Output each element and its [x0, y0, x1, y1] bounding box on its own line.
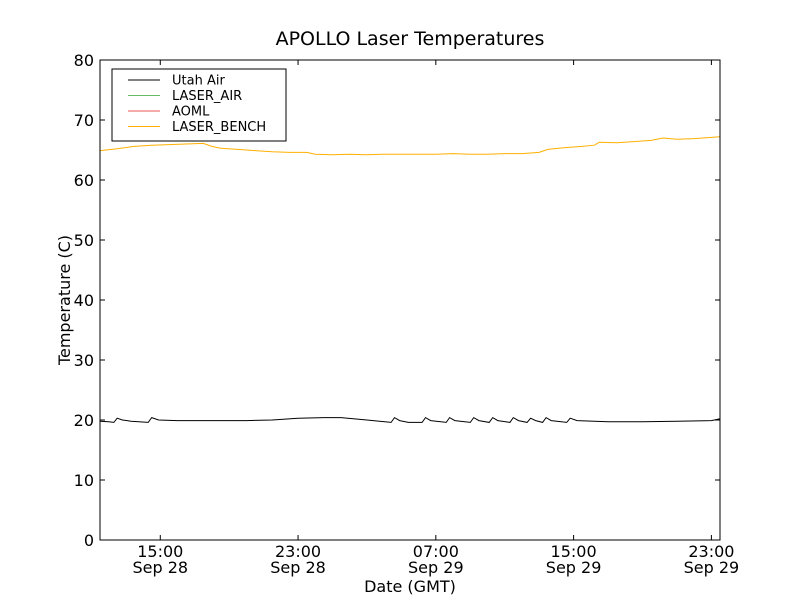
x-tick-label-time: 07:00 — [413, 542, 459, 561]
y-axis-label: Temperature (C) — [55, 235, 74, 366]
y-tick-label: 20 — [74, 411, 94, 430]
y-tick-label: 40 — [74, 291, 94, 310]
x-tick-label-date: Sep 29 — [684, 558, 740, 577]
x-tick-label-date: Sep 29 — [546, 558, 602, 577]
x-axis-label: Date (GMT) — [364, 577, 456, 596]
x-tick-label-date: Sep 28 — [132, 558, 188, 577]
legend-label-aoml: AOML — [172, 105, 210, 120]
x-tick-label-time: 15:00 — [551, 542, 597, 561]
series-line-laser-bench — [99, 136, 721, 156]
legend-label-laser-air: LASER_AIR — [172, 89, 242, 104]
y-tick-label: 50 — [74, 231, 94, 250]
x-tick-label-time: 15:00 — [137, 542, 183, 561]
legend-label-utah-air: Utah Air — [172, 74, 225, 89]
series-layer — [99, 136, 721, 423]
y-tick-label: 70 — [74, 111, 94, 130]
y-tick-label: 10 — [74, 471, 94, 490]
x-tick-label-time: 23:00 — [275, 542, 321, 561]
y-tick-label: 30 — [74, 351, 94, 370]
x-tick-label-date: Sep 28 — [270, 558, 326, 577]
legend-box — [111, 68, 287, 142]
y-tick-label: 80 — [74, 51, 94, 70]
chart-title: APOLLO Laser Temperatures — [276, 28, 545, 50]
series-line-utah-air — [99, 416, 721, 423]
x-tick-label-date: Sep 29 — [408, 558, 464, 577]
x-tick-label-time: 23:00 — [688, 542, 734, 561]
y-tick-label: 60 — [74, 171, 94, 190]
legend-label-laser-bench: LASER_BENCH — [172, 120, 266, 135]
y-tick-label: 0 — [84, 531, 94, 550]
